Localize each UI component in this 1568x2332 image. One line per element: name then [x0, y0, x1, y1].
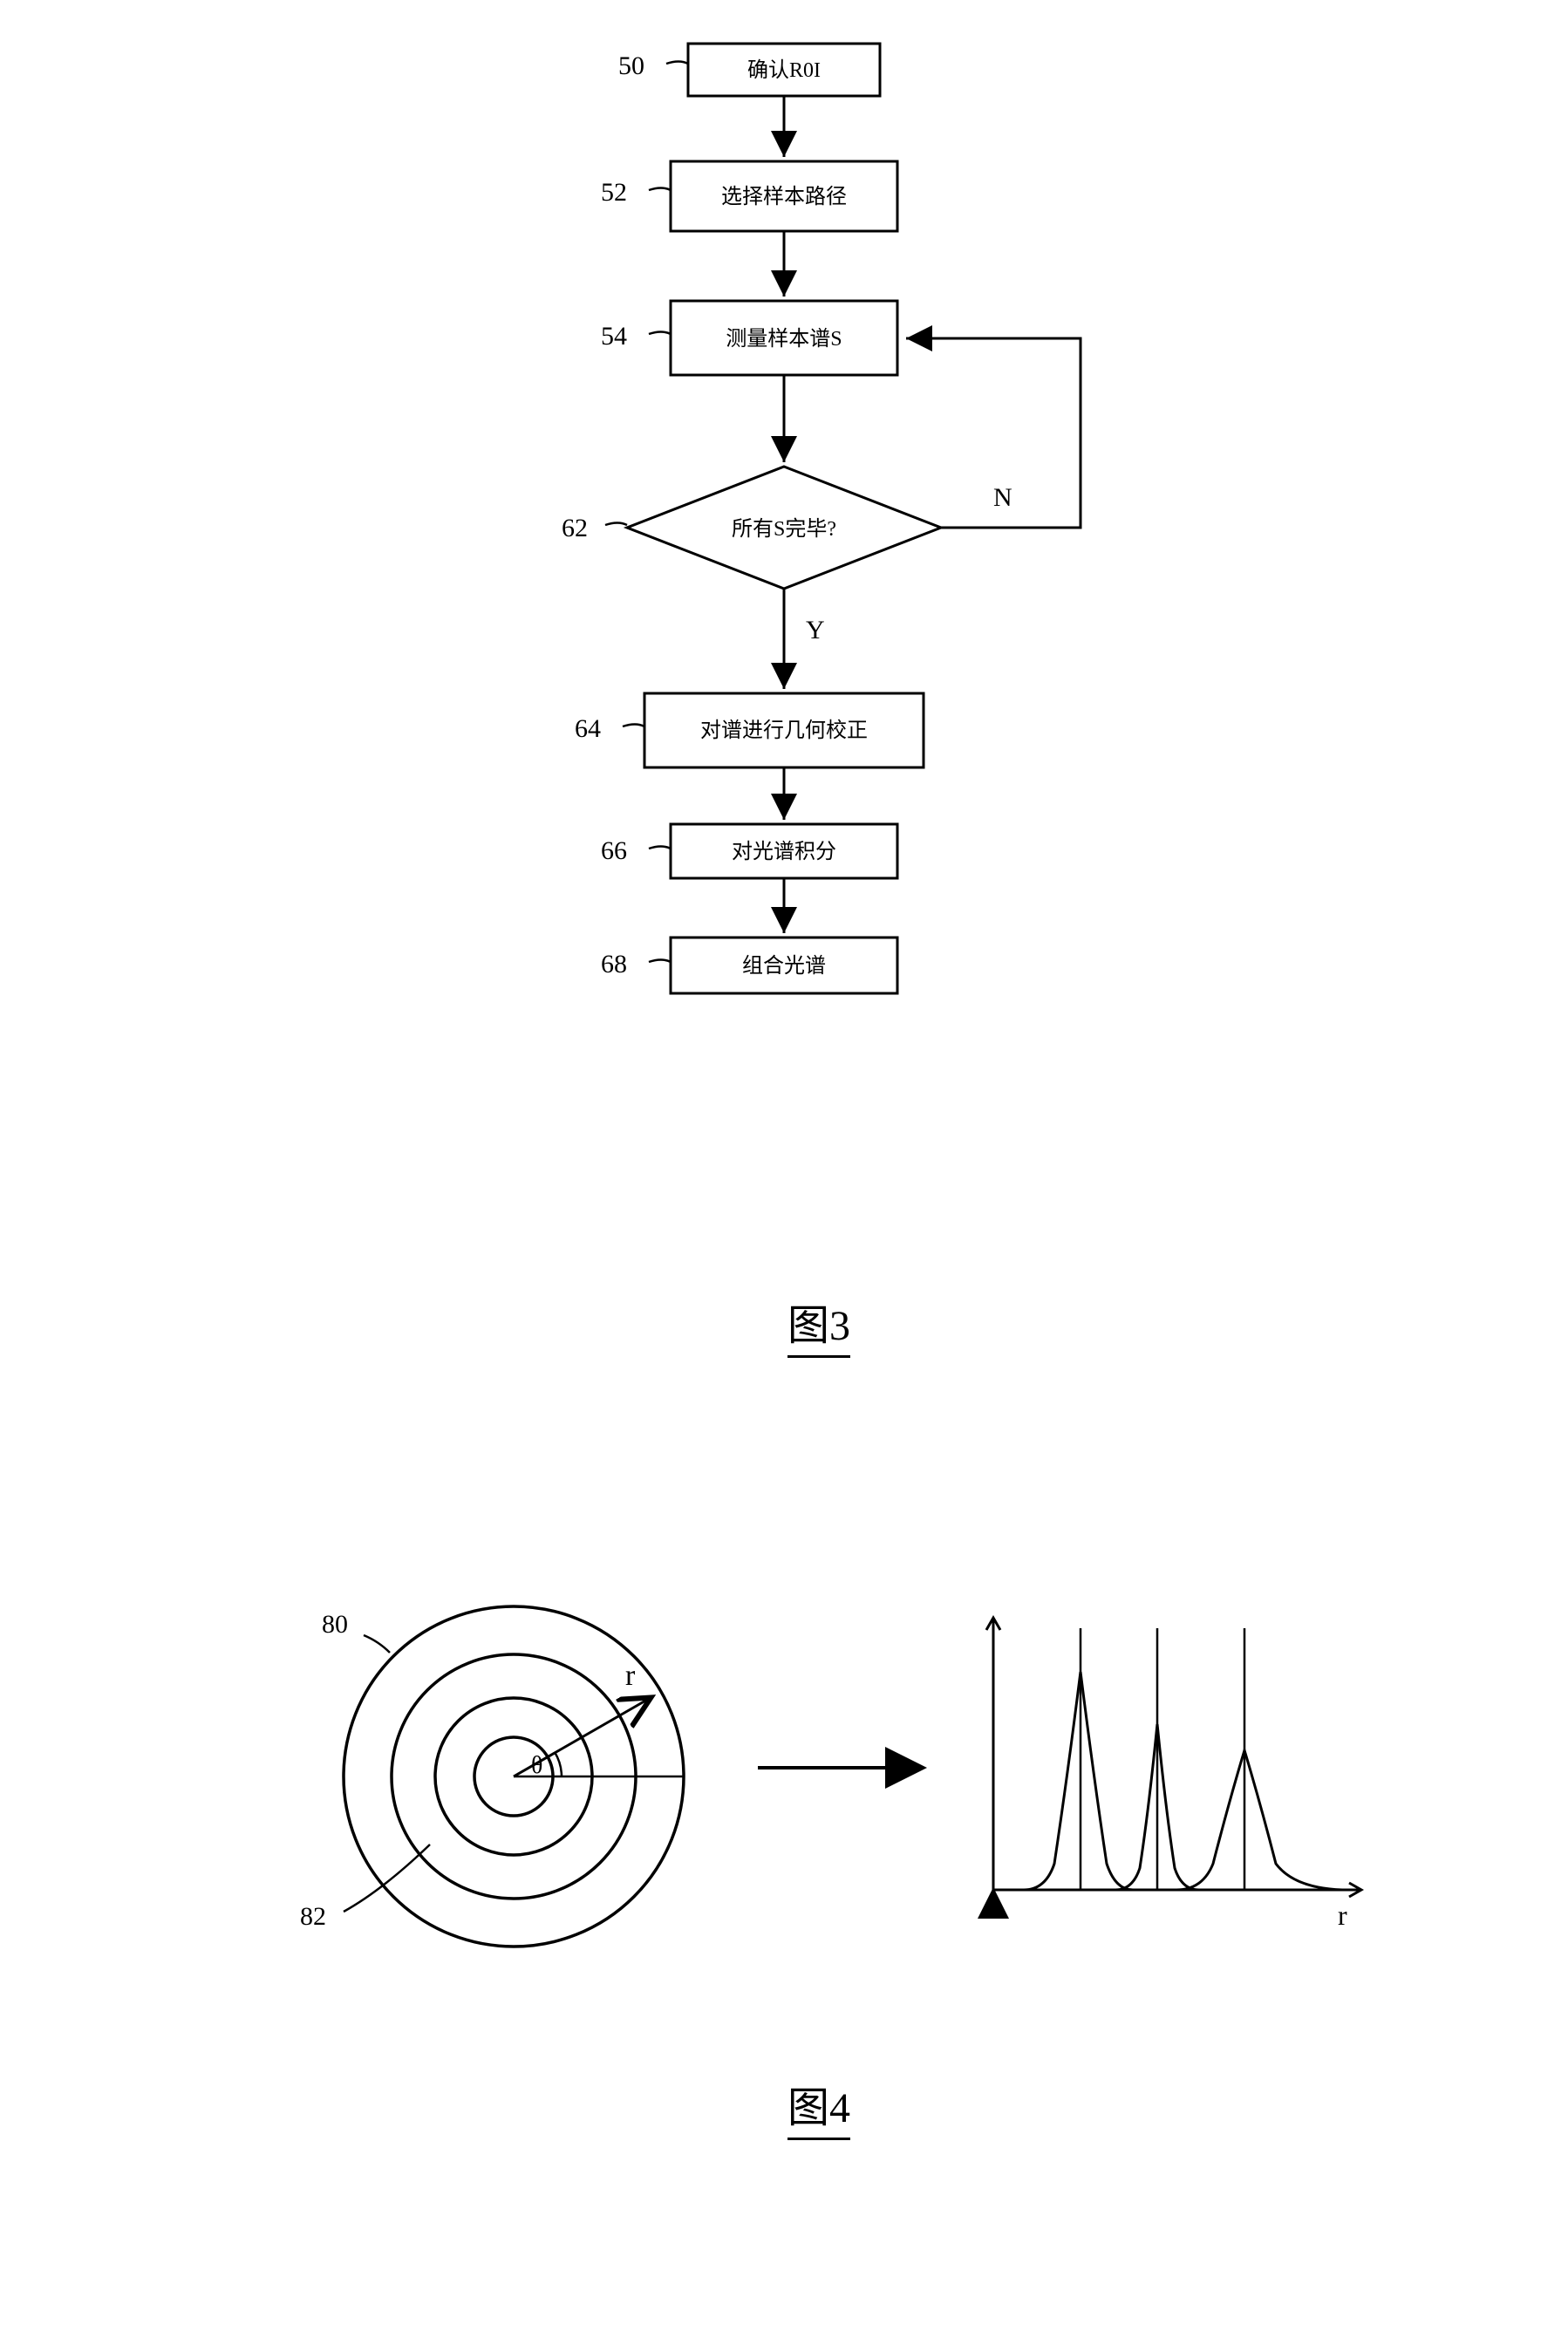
label-82: 82 [300, 1902, 326, 1931]
box-52: 选择样本路径 52 [601, 161, 897, 231]
decision-62-text: 所有S完毕? [732, 517, 836, 541]
label-68: 68 [601, 950, 627, 978]
box-66: 对光谱积分 66 [601, 824, 897, 878]
figure-3-flowchart: 确认R0I 50 选择样本路径 52 测量样本谱S 54 [35, 35, 1568, 1358]
box-64: 对谱进行几何校正 64 [575, 693, 924, 767]
figure-3-title: 图3 [787, 1291, 850, 1358]
angle-label: θ [531, 1752, 542, 1779]
label-62: 62 [562, 514, 588, 542]
box-52-text: 选择样本路径 [721, 185, 847, 208]
decision-yes: Y [806, 616, 825, 644]
label-64: 64 [575, 714, 601, 743]
box-54: 测量样本谱S 54 [601, 301, 897, 375]
label-80: 80 [322, 1610, 348, 1639]
box-66-text: 对光谱积分 [732, 840, 836, 863]
box-54-text: 测量样本谱S [726, 327, 842, 351]
figure-4-diagram: r θ 80 82 [35, 1515, 1568, 2140]
box-50: 确认R0I 50 [618, 44, 880, 96]
decision-62: 所有S完毕? 62 [562, 467, 941, 589]
box-50-text: 确认R0I [747, 58, 821, 82]
concentric-circles: r θ 80 82 [300, 1606, 684, 1947]
box-68-text: 组合光谱 [742, 954, 826, 978]
flowchart-svg: 确认R0I 50 选择样本路径 52 测量样本谱S 54 [296, 35, 1342, 1256]
box-68: 组合光谱 68 [601, 938, 897, 993]
label-54: 54 [601, 322, 627, 351]
graph-x-label: r [1338, 1899, 1347, 1931]
label-66: 66 [601, 836, 627, 865]
figure-4-title: 图4 [787, 2073, 850, 2140]
fig4-svg: r θ 80 82 [208, 1515, 1429, 2038]
decision-no: N [993, 483, 1012, 512]
label-50: 50 [618, 51, 644, 80]
box-64-text: 对谱进行几何校正 [700, 719, 868, 742]
radius-label: r [625, 1660, 636, 1692]
output-graph: r [986, 1611, 1361, 1931]
label-52: 52 [601, 178, 627, 207]
